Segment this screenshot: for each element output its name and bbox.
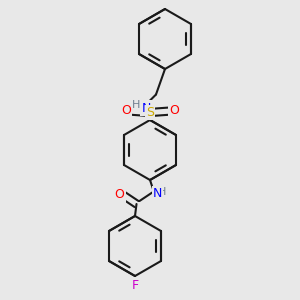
Text: S: S	[146, 106, 154, 119]
Text: N: N	[142, 101, 151, 115]
Text: O: O	[115, 188, 124, 202]
Text: H: H	[132, 100, 141, 110]
Text: O: O	[121, 104, 131, 118]
Text: O: O	[169, 104, 179, 118]
Text: F: F	[131, 279, 139, 292]
Text: N: N	[153, 187, 162, 200]
Text: H: H	[158, 187, 166, 197]
